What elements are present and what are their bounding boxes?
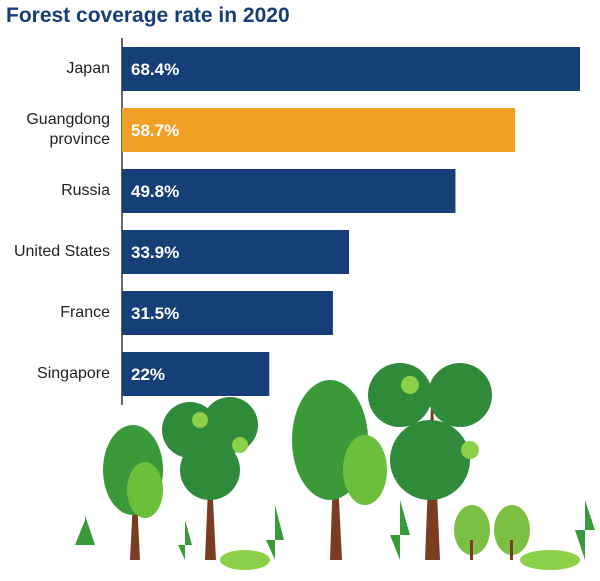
category-label: United States xyxy=(13,243,110,260)
value-label: 33.9% xyxy=(131,243,179,262)
category-label: Guangdong province xyxy=(26,111,110,148)
trees xyxy=(0,363,600,581)
value-label: 58.7% xyxy=(131,121,179,140)
value-label: 22% xyxy=(131,365,165,384)
category-label: Japan xyxy=(66,60,110,77)
value-label: 49.8% xyxy=(131,182,179,201)
bar xyxy=(122,352,270,396)
category-label: Singapore xyxy=(37,365,110,382)
bar xyxy=(122,291,333,335)
bar xyxy=(122,230,349,274)
bar xyxy=(122,47,580,91)
category-label: Russia xyxy=(61,182,110,199)
value-label: 31.5% xyxy=(131,304,179,323)
bar xyxy=(122,169,456,213)
category-label: France xyxy=(60,304,110,321)
value-label: 68.4% xyxy=(131,60,179,79)
bar xyxy=(122,108,516,152)
chart-title: Forest coverage rate in 2020 xyxy=(6,4,290,27)
